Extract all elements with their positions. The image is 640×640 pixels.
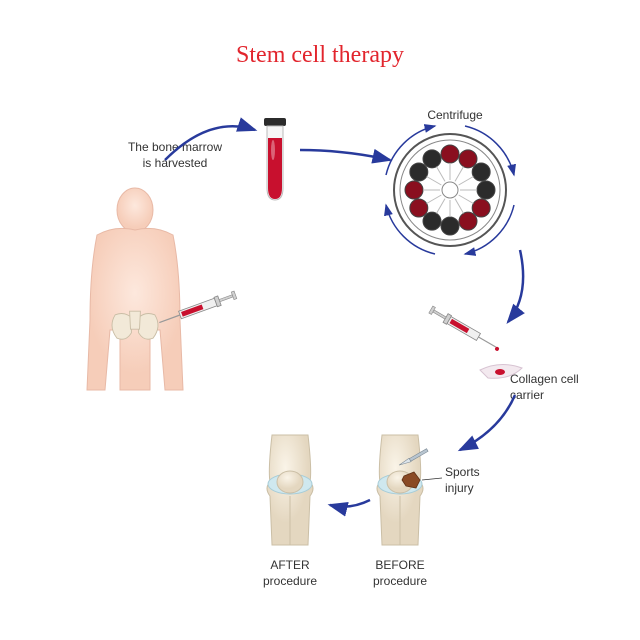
collagen-carrier-icon [480,364,522,378]
syringe-carrier-icon [428,305,501,353]
knee-before-icon [377,435,442,545]
test-tube-icon [264,118,286,200]
diagram-canvas [0,0,640,640]
centrifuge-icon [386,126,514,254]
knee-after-icon [267,435,313,545]
human-body-icon [87,188,237,390]
